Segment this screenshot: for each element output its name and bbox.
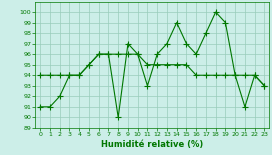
X-axis label: Humidité relative (%): Humidité relative (%) — [101, 140, 203, 149]
